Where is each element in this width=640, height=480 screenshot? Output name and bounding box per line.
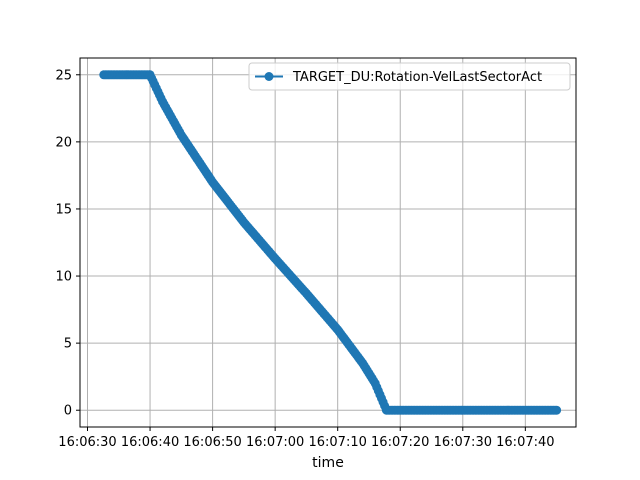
y-tick-label: 15	[55, 202, 72, 217]
series-layer	[99, 70, 562, 415]
series-markers	[99, 70, 562, 415]
axes: 16:06:30 16:06:40 16:06:50 16:07:00 16:07:10…	[55, 68, 554, 450]
y-tick-label: 20	[55, 135, 72, 150]
legend-box	[248, 62, 571, 91]
y-tick-label: 5	[64, 337, 72, 352]
y-tick-label: 10	[55, 270, 72, 285]
x-tick-label: 16:07:20	[371, 435, 429, 450]
data-point	[552, 405, 562, 415]
legend-marker-swatch	[264, 72, 274, 81]
x-tick-label: 16:07:10	[308, 435, 366, 450]
y-tick-label: 25	[55, 68, 72, 83]
x-tick-label: 16:06:50	[183, 435, 241, 450]
x-tick-label: 16:07:40	[496, 435, 554, 450]
plot-frame	[79, 57, 577, 428]
x-axis-label: time	[312, 455, 344, 471]
x-tick-label: 16:07:30	[434, 435, 492, 450]
x-tick-label: 16:06:40	[121, 435, 179, 450]
legend: TARGET_DU:Rotation-VelLastSectorAct	[248, 62, 571, 91]
x-tick-label: 16:07:00	[246, 435, 304, 450]
legend-entry-label: TARGET_DU:Rotation-VelLastSectorAct	[292, 70, 542, 85]
x-tick-label: 16:06:30	[58, 435, 116, 450]
y-tick-label: 0	[64, 404, 72, 419]
